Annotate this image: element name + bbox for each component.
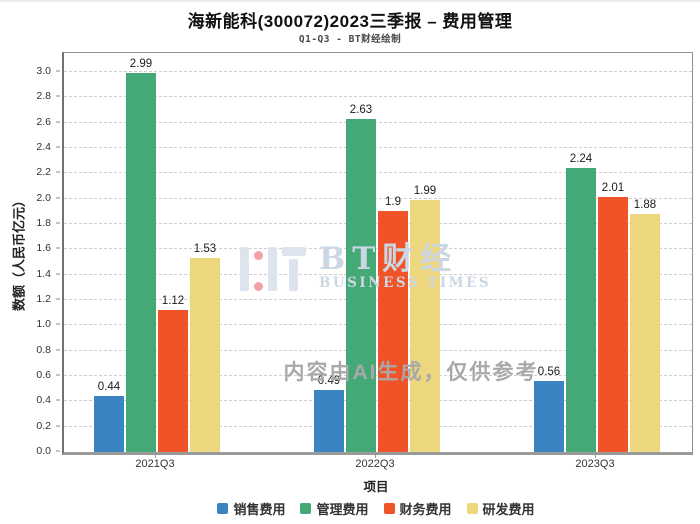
bar-admin-expense-2021Q3: 2.99 xyxy=(126,58,156,452)
logo-dots-icon xyxy=(254,247,263,291)
bar-finance-expense-2022Q3: 1.9 xyxy=(378,196,408,452)
legend-item-admin-expense[interactable]: 管理费用 xyxy=(300,499,369,518)
y-tick-mark xyxy=(56,95,60,97)
logo-bar-icon xyxy=(240,247,249,291)
bar-rnd-expense-2021Q3: 1.53 xyxy=(190,243,220,452)
y-tick-mark xyxy=(56,121,60,123)
y-tick-mark xyxy=(56,323,60,325)
bar-value-label: 1.12 xyxy=(161,295,185,308)
bar-sales-expense-2022Q3: 0.49 xyxy=(314,375,344,452)
legend-label: 管理费用 xyxy=(316,502,369,517)
y-tick-mark xyxy=(56,450,60,452)
bar-value-label: 1.88 xyxy=(633,198,657,211)
bar-value-label: 2.99 xyxy=(129,58,153,71)
y-tick-label: 2.6 xyxy=(36,115,51,128)
legend-item-sales-expense[interactable]: 销售费用 xyxy=(217,499,285,518)
legend-item-finance-expense[interactable]: 财务费用 xyxy=(383,499,452,518)
bar-value-label: 2.24 xyxy=(569,153,593,166)
legend: 销售费用 管理费用 财务费用 研发费用 xyxy=(62,499,690,518)
legend-swatch-icon xyxy=(466,503,478,514)
bar-value-label: 1.99 xyxy=(413,184,437,197)
gridline xyxy=(64,96,692,98)
y-tick-label: 0.2 xyxy=(36,419,51,432)
bar-value-label: 2.01 xyxy=(601,182,625,195)
bar-rnd-expense-2022Q3: 1.99 xyxy=(410,185,440,452)
legend-item-rnd-expense[interactable]: 研发费用 xyxy=(466,499,535,518)
bar-value-label: 1.9 xyxy=(385,196,401,209)
x-axis-title: 项目 xyxy=(363,480,389,494)
plot-area: 0.56 2.24 2.01 1.88 0.49 2.63 1.9 1.99 0.44 2.99 1… xyxy=(62,52,693,455)
y-tick-label: 1.8 xyxy=(36,217,51,229)
bar-value-label: 0.56 xyxy=(537,366,561,379)
bar-value-label: 1.53 xyxy=(193,243,217,256)
bar-finance-expense-2021Q3: 1.12 xyxy=(158,295,188,452)
bar-group-2022Q3: 0.49 2.63 1.9 1.99 xyxy=(314,53,440,452)
y-tick-label: 0.0 xyxy=(36,445,51,457)
bar-sales-expense-2021Q3: 0.44 xyxy=(94,381,124,452)
y-tick-mark xyxy=(56,197,60,199)
y-tick-label: 3.0 xyxy=(36,65,51,77)
y-tick-mark xyxy=(56,222,60,224)
gridline xyxy=(64,197,692,199)
y-tick-label: 2.0 xyxy=(36,191,51,204)
bar-value-label: 0.49 xyxy=(317,374,341,387)
x-tick-mark xyxy=(595,454,596,458)
y-tick-label: 2.8 xyxy=(36,90,51,103)
bar-sales-expense-2023Q3: 0.56 xyxy=(534,366,564,452)
gridline xyxy=(64,172,692,174)
bar-rnd-expense-2023Q3: 1.88 xyxy=(630,199,660,452)
gridline xyxy=(64,121,692,123)
bar-value-label: 2.63 xyxy=(349,103,373,116)
y-tick-mark xyxy=(56,247,60,249)
legend-label: 销售费用 xyxy=(233,502,286,517)
y-tick-mark xyxy=(56,171,60,173)
bt-logo-icon xyxy=(240,244,306,291)
y-tick-label: 0.8 xyxy=(36,343,51,356)
bar-admin-expense-2022Q3: 2.63 xyxy=(346,104,376,452)
y-tick-label: 1.2 xyxy=(36,293,51,305)
y-tick-label: 1.4 xyxy=(36,267,51,280)
x-tick-mark xyxy=(155,454,156,458)
x-tick-label: 2023Q3 xyxy=(575,458,615,470)
logo-bar-icon xyxy=(268,247,277,291)
x-tick-label: 2022Q3 xyxy=(355,458,395,470)
legend-label: 研发费用 xyxy=(482,502,535,517)
x-tick-mark xyxy=(375,454,376,458)
y-tick-label: 0.6 xyxy=(36,369,51,381)
y-tick-mark xyxy=(56,374,60,376)
chart-title: 海新能科(300072)2023三季报 – 费用管理 xyxy=(187,12,513,31)
bar-admin-expense-2023Q3: 2.24 xyxy=(566,153,596,452)
bar-finance-expense-2023Q3: 2.01 xyxy=(598,182,628,452)
y-tick-mark xyxy=(56,349,60,351)
x-tick-label: 2021Q3 xyxy=(135,458,175,470)
y-tick-label: 2.2 xyxy=(36,166,51,179)
legend-swatch-icon xyxy=(300,503,312,514)
y-tick-mark xyxy=(56,399,60,401)
y-tick-label: 1.0 xyxy=(36,318,51,331)
y-tick-mark xyxy=(56,425,60,427)
bar-group-2021Q3: 0.44 2.99 1.12 1.53 xyxy=(94,53,220,452)
bar-group-2023Q3: 0.56 2.24 2.01 1.88 xyxy=(534,53,660,452)
y-tick-mark xyxy=(56,298,60,300)
chart-subtitle: Q1-Q3 - BT财经绘制 xyxy=(298,34,402,45)
y-tick-label: 1.6 xyxy=(36,242,51,255)
y-tick-label: 0.4 xyxy=(36,394,51,407)
y-tick-mark xyxy=(56,70,60,72)
y-tick-label: 2.4 xyxy=(36,141,51,153)
legend-swatch-icon xyxy=(383,503,395,514)
y-tick-mark xyxy=(56,146,60,148)
gridline xyxy=(64,147,692,148)
bar-value-label: 0.44 xyxy=(97,381,121,394)
logo-t-icon xyxy=(282,247,306,291)
legend-swatch-icon xyxy=(217,503,229,514)
y-axis: 0.0 0.2 0.4 0.6 0.8 1.0 1.2 1.4 1.6 1.8 2.0 2.2 2.4 2… xyxy=(0,52,60,457)
gridline xyxy=(64,71,692,72)
legend-label: 财务费用 xyxy=(399,502,452,517)
y-tick-mark xyxy=(56,273,60,275)
